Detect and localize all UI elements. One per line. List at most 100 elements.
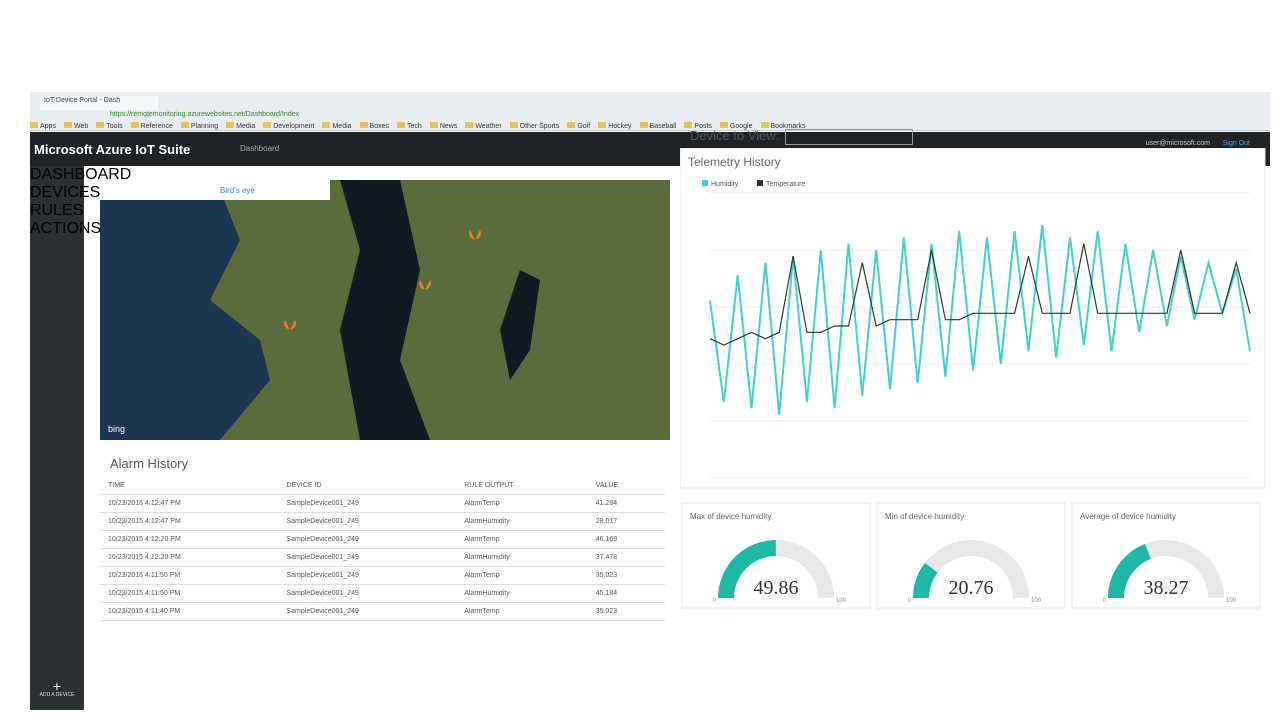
table-cell: 35.023: [587, 566, 665, 585]
table-cell: AlarmTemp: [456, 494, 588, 513]
browser-tab[interactable]: IoT Device Portal - Dash: [40, 96, 158, 110]
bookmark[interactable]: Tech: [397, 122, 422, 130]
gauge-arc: [1108, 543, 1152, 599]
nav-label: RULES: [30, 202, 84, 219]
gauge-min: 0: [1103, 598, 1107, 604]
add-device[interactable]: + ADD A DEVICE: [39, 678, 75, 698]
table-cell: AlarmHumidity: [456, 584, 588, 603]
nav-label: DEVICES: [30, 184, 101, 201]
nav-label: DASHBOARD: [30, 166, 132, 183]
map-pin[interactable]: [284, 320, 296, 330]
gauge-title: Min of device humidity: [885, 512, 964, 521]
bookmarks-bar: Apps Web Tools Reference Planning Media Develo…: [30, 122, 806, 130]
table-cell: 37.478: [587, 548, 665, 567]
gauge-arc: [718, 540, 777, 599]
sign-out[interactable]: Sign Out: [1222, 140, 1250, 147]
table-cell: 35.023: [587, 602, 665, 621]
gauge-max: 100: [836, 598, 847, 604]
gauge-max: 100: [1226, 598, 1237, 604]
address-bar[interactable]: https://remotemonitoring.azurewebsites.n…: [110, 111, 300, 118]
alarm-table: TIME DEVICE ID RULE OUTPUT VALUE 10/23/2015 …: [100, 477, 665, 621]
table-cell: SampleDevice001_249: [278, 602, 457, 621]
gauge-value: 20.76: [949, 577, 994, 599]
nav-label: ACTIONS: [30, 220, 102, 237]
column-header[interactable]: VALUE: [587, 477, 665, 495]
table-cell: AlarmHumidity: [456, 548, 588, 567]
table-cell: SampleDevice001_249: [278, 584, 457, 603]
alarm-history: Alarm History TIME DEVICE ID RULE OUTPUT VA…: [100, 450, 665, 630]
map-brand: bing: [108, 424, 125, 434]
bookmark[interactable]: Boxes: [360, 122, 389, 130]
telemetry-line: [709, 243, 1251, 346]
gauge-value: 38.27: [1144, 577, 1189, 599]
table-cell: 10/23/2015 4:12:20 PM: [100, 530, 279, 549]
table-cell: SampleDevice001_249: [278, 548, 457, 567]
table-cell: AlarmTemp: [456, 602, 588, 621]
bookmark[interactable]: Baseball: [640, 122, 677, 130]
bookmark[interactable]: Tools: [96, 122, 122, 130]
column-header[interactable]: RULE OUTPUT: [456, 477, 588, 495]
map-pin[interactable]: [469, 230, 481, 240]
map-lake: [340, 180, 430, 440]
table-cell: 10/23/2015 4:11:50 PM: [100, 584, 279, 603]
table-cell: 28.017: [587, 512, 665, 531]
table-cell: SampleDevice001_249: [278, 512, 457, 531]
app-title: Microsoft Azure IoT Suite: [34, 142, 191, 157]
device-label: Device to View:: [690, 128, 780, 143]
nav-item[interactable]: ACTIONS: [30, 220, 101, 238]
section-title: Alarm History: [110, 456, 189, 471]
table-row: 10/23/2015 4:12:47 PM SampleDevice001_249…: [100, 494, 665, 513]
table-cell: 10/23/2015 4:11:40 PM: [100, 602, 279, 621]
bookmark[interactable]: Media: [322, 122, 351, 130]
table-row: 10/23/2015 4:11:50 PM SampleDevice001_249…: [100, 584, 665, 603]
chart-frame: [680, 148, 1266, 489]
column-header[interactable]: DEVICE ID: [278, 477, 457, 495]
side-nav: + ADD A DEVICE DASHBOARD DEVICES RULES ACTIO…: [30, 166, 131, 710]
bookmark[interactable]: Apps: [30, 122, 56, 130]
legend-label: Temperature: [766, 181, 805, 188]
map-toolbar-label[interactable]: Bird's eye: [220, 186, 255, 195]
bookmark[interactable]: News: [430, 122, 458, 130]
table-row: 10/23/2015 4:12:20 PM SampleDevice001_249…: [100, 548, 665, 567]
bookmark[interactable]: Hockey: [598, 122, 631, 130]
table-cell: AlarmTemp: [456, 530, 588, 549]
table-cell: 41.284: [587, 494, 665, 513]
device-select[interactable]: SampleDevice001_249: [785, 129, 914, 145]
nav-item[interactable]: RULES: [30, 202, 84, 220]
column-header[interactable]: TIME: [100, 477, 279, 495]
map-lake: [500, 270, 540, 380]
header-tab[interactable]: Dashboard: [240, 144, 280, 153]
gauge-min: 0: [713, 598, 717, 604]
map[interactable]: Bird's eye bing: [100, 180, 670, 440]
gauge-value: 49.86: [754, 577, 799, 599]
chart-title: Telemetry History: [688, 155, 781, 169]
bookmark[interactable]: Media: [226, 122, 255, 130]
user-name: user@microsoft.com: [1145, 140, 1210, 147]
table-cell: 10/23/2015 4:12:20 PM: [100, 548, 279, 567]
bookmark[interactable]: Bookmarks: [761, 122, 806, 130]
table-cell: SampleDevice001_249: [278, 530, 457, 549]
legend-swatch: [702, 180, 708, 186]
table-cell: 10/23/2015 4:12:47 PM: [100, 494, 279, 513]
table-cell: SampleDevice001_249: [278, 566, 457, 585]
bookmark[interactable]: Google: [720, 122, 753, 130]
nav-item[interactable]: DASHBOARD: [30, 166, 131, 184]
bookmark[interactable]: Golf: [567, 122, 590, 130]
bookmark[interactable]: Planning: [181, 122, 218, 130]
bookmark[interactable]: Development: [263, 122, 314, 130]
bookmark[interactable]: Web: [64, 122, 88, 130]
device-picker: Device to View: SampleDevice001_249: [690, 128, 914, 145]
table-cell: AlarmTemp: [456, 566, 588, 585]
map-pin[interactable]: [418, 280, 432, 290]
nav-item[interactable]: DEVICES: [30, 184, 100, 202]
gauge-title: Max of device humidity: [690, 512, 771, 521]
bookmark[interactable]: Reference: [131, 122, 173, 130]
bookmark[interactable]: Posts: [684, 122, 712, 130]
map-water: [100, 190, 270, 440]
gauge-arc: [913, 562, 938, 599]
legend-label: Humidity: [711, 181, 739, 188]
bookmark[interactable]: Weather: [465, 122, 501, 130]
bookmark[interactable]: Other Sports: [510, 122, 560, 130]
table-row: 10/23/2015 4:11:40 PM SampleDevice001_249…: [100, 602, 665, 621]
